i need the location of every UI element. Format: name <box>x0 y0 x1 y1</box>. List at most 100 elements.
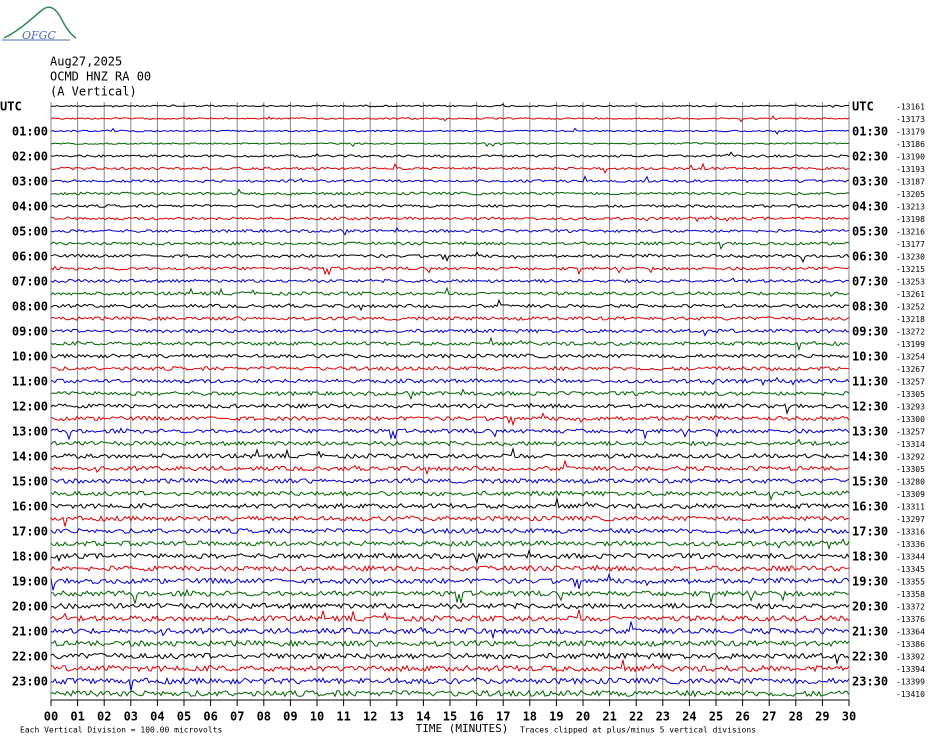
left-time-label: 19:00 <box>12 575 48 589</box>
seismic-trace <box>50 353 850 359</box>
seismic-trace <box>51 103 850 109</box>
x-tick-label: 01 <box>70 710 84 724</box>
seismic-trace <box>50 162 850 174</box>
x-tick-label: 15 <box>443 710 457 724</box>
seismic-trace <box>50 298 849 312</box>
seismic-trace <box>50 689 850 698</box>
seismic-trace <box>50 412 850 427</box>
right-time-label: 13:30 <box>852 425 888 439</box>
scale-note: Each Vertical Division = 100.00 microvol… <box>20 726 222 735</box>
clip-note: Traces clipped at plus/minus 5 vertical … <box>520 726 756 735</box>
offset-label: -13386 <box>896 640 925 649</box>
left-time-label: 10:00 <box>12 350 48 364</box>
left-time-label: 11:00 <box>12 375 48 389</box>
seismic-trace <box>50 277 850 284</box>
seismic-trace <box>50 477 850 485</box>
seismic-trace <box>50 226 850 236</box>
x-tick-label: 18 <box>523 710 537 724</box>
logo: OFGC <box>22 29 56 42</box>
right-time-label: 09:30 <box>852 325 888 339</box>
left-time-label: 14:00 <box>12 450 48 464</box>
x-tick-label: 02 <box>97 710 111 724</box>
seismic-trace <box>50 427 850 441</box>
seismic-trace <box>50 203 850 209</box>
offset-label: -13261 <box>896 290 925 299</box>
offset-label: -13272 <box>896 328 925 337</box>
offset-label: -13364 <box>896 628 925 637</box>
seismic-trace <box>50 188 850 196</box>
x-tick-label: 17 <box>496 710 510 724</box>
x-tick-label: 07 <box>230 710 244 724</box>
seismic-trace <box>50 265 850 276</box>
seismic-trace <box>50 515 850 527</box>
x-tick-label: 24 <box>682 710 696 724</box>
component: (A Vertical) <box>50 85 137 99</box>
x-tick-label: 16 <box>469 710 483 724</box>
right-time-label: 03:30 <box>852 175 888 189</box>
right-time-label: 15:30 <box>852 475 888 489</box>
offset-label: -13410 <box>896 690 925 699</box>
date: Aug27,2025 <box>50 55 122 69</box>
offset-label: -13230 <box>896 253 925 262</box>
seismic-trace <box>50 621 850 640</box>
x-tick-label: 14 <box>416 710 430 724</box>
x-tick-label: 23 <box>656 710 670 724</box>
x-tick-label: 20 <box>576 710 590 724</box>
x-axis-title: TIME (MINUTES) <box>416 722 509 735</box>
left-time-label: 06:00 <box>12 250 48 264</box>
right-time-label: 14:30 <box>852 450 888 464</box>
x-tick-label: 27 <box>762 710 776 724</box>
seismic-trace <box>50 365 850 372</box>
logo-curve <box>3 6 77 39</box>
offset-label: -13252 <box>896 303 925 312</box>
x-tick-label: 09 <box>283 710 297 724</box>
seismic-trace <box>50 490 850 501</box>
seismic-trace <box>50 115 850 123</box>
offset-label: -13213 <box>896 203 925 212</box>
right-time-label: 22:30 <box>852 650 888 664</box>
offset-label: -13392 <box>896 653 925 662</box>
offset-label: -13218 <box>896 315 925 324</box>
offset-label: -13372 <box>896 603 925 612</box>
seismic-trace <box>50 458 850 476</box>
x-tick-label: 03 <box>124 710 138 724</box>
offset-label: -13257 <box>896 378 925 387</box>
left-time-label: 08:00 <box>12 300 48 314</box>
left-time-label: 23:00 <box>12 675 48 689</box>
seismic-trace <box>50 588 850 604</box>
seismic-trace <box>50 286 850 297</box>
offset-label: -13187 <box>896 178 925 187</box>
x-tick-label: 30 <box>842 710 856 724</box>
right-time-label: UTC <box>852 100 874 114</box>
left-time-label: UTC <box>0 100 22 114</box>
seismic-trace <box>50 497 850 510</box>
x-tick-label: 11 <box>336 710 350 724</box>
seismic-trace <box>50 127 850 135</box>
x-tick-label: 10 <box>310 710 324 724</box>
right-time-label: 20:30 <box>852 600 888 614</box>
seismic-trace <box>50 388 850 401</box>
left-time-label: 18:00 <box>12 550 48 564</box>
left-time-label: 13:00 <box>12 425 48 439</box>
right-time-label: 07:30 <box>852 275 888 289</box>
offset-label: -13198 <box>896 215 925 224</box>
seismic-trace <box>50 336 850 352</box>
offset-label: -13253 <box>896 278 925 287</box>
seismic-trace <box>50 438 850 447</box>
right-time-label: 08:30 <box>852 300 888 314</box>
offset-label: -13257 <box>896 428 925 437</box>
offset-label: -13314 <box>896 440 925 449</box>
offset-label: -13311 <box>896 503 925 512</box>
x-tick-label: 12 <box>363 710 377 724</box>
seismic-trace <box>50 142 850 148</box>
offset-label: -13190 <box>896 153 925 162</box>
seismic-trace <box>50 151 850 158</box>
x-tick-label: 19 <box>549 710 563 724</box>
offset-label: -13254 <box>896 353 925 362</box>
seismic-trace <box>50 315 850 322</box>
offset-label: -13186 <box>896 140 925 149</box>
left-time-label: 17:00 <box>12 525 48 539</box>
offset-label: -13399 <box>896 678 925 687</box>
seismic-trace <box>50 402 849 415</box>
